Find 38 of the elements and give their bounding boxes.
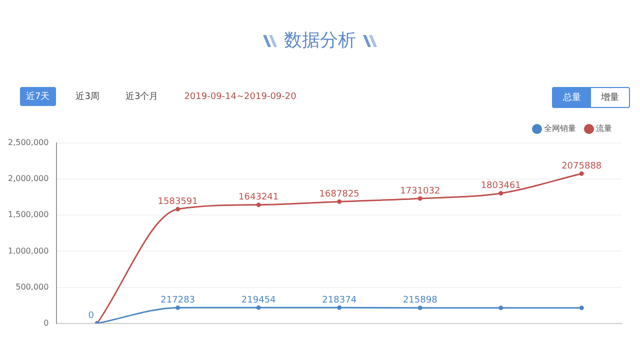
text: 增量 — [600, 92, 620, 105]
data-label: 1687825 — [319, 189, 360, 200]
point — [176, 305, 180, 310]
point — [176, 206, 180, 212]
y-tick-label: 1,500,000 — [8, 210, 49, 220]
text: 近7天 — [20, 87, 56, 106]
point — [337, 199, 342, 204]
data-label: 1583591 — [158, 196, 198, 207]
point — [579, 306, 584, 310]
data-label: 0 — [88, 311, 94, 322]
data-label: 1731032 — [400, 186, 440, 196]
text: 近3周 — [74, 90, 100, 104]
data-label: 217283 — [160, 296, 196, 306]
point — [256, 202, 261, 208]
y-tick-label: 0 — [44, 318, 49, 328]
data-label: 219454 — [241, 295, 276, 306]
chart-title: 数据分析 — [284, 30, 356, 51]
text: 近3个月 — [124, 90, 160, 104]
data-label: 218374 — [322, 295, 357, 306]
legend-label: 全网销量 — [544, 124, 576, 134]
text: 2019-09-14~2019-09-20 — [183, 90, 298, 104]
y-tick-label: 1,000,000 — [8, 246, 49, 256]
point — [498, 306, 504, 310]
point — [418, 196, 422, 201]
legend-label: 流量 — [596, 124, 612, 134]
point — [337, 305, 342, 310]
point — [579, 171, 584, 176]
point — [498, 191, 504, 196]
y-tick-label: 500,000 — [16, 282, 49, 292]
y-tick-label: 2,500,000 — [8, 138, 49, 148]
y-tick-label: 2,000,000 — [8, 174, 49, 184]
data-label: 1803461 — [480, 181, 521, 192]
text: 总量 — [553, 88, 591, 107]
data-label: 2075888 — [562, 161, 602, 172]
point — [256, 305, 261, 310]
point — [418, 306, 422, 310]
data-label: 215898 — [402, 296, 438, 306]
data-label: 1643241 — [238, 192, 279, 203]
